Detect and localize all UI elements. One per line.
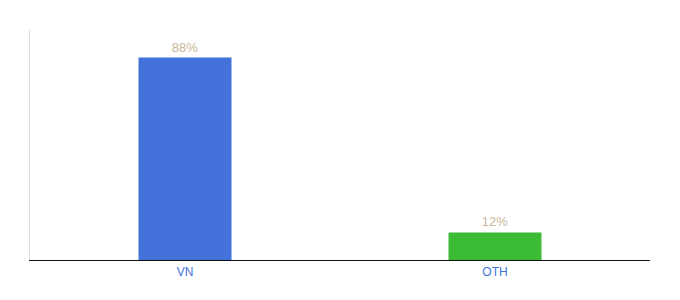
svg-text:OTH: OTH bbox=[482, 265, 507, 279]
svg-text:12%: 12% bbox=[482, 214, 508, 229]
svg-text:VN: VN bbox=[177, 265, 194, 279]
svg-text:88%: 88% bbox=[172, 40, 198, 55]
